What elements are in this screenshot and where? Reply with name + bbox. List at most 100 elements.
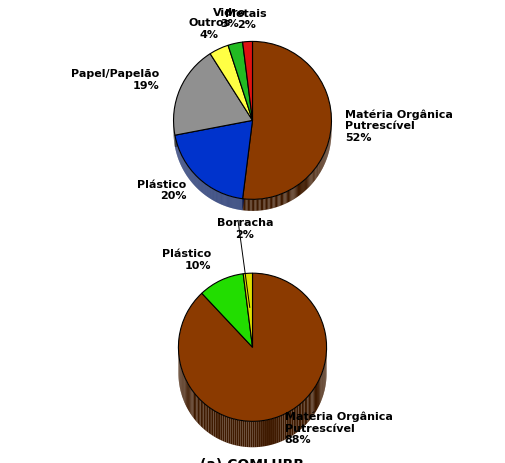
Text: Plástico
10%: Plástico 10% [162,249,212,271]
Polygon shape [310,392,312,420]
Wedge shape [174,54,252,135]
Polygon shape [183,373,184,400]
Polygon shape [319,162,320,174]
Polygon shape [279,416,281,443]
Polygon shape [292,188,293,200]
Polygon shape [268,197,270,209]
Polygon shape [270,197,271,209]
Polygon shape [322,370,323,398]
Polygon shape [306,397,308,425]
Polygon shape [316,166,317,178]
Polygon shape [187,382,188,410]
Polygon shape [299,183,300,196]
Polygon shape [254,199,256,211]
Polygon shape [202,401,204,429]
Polygon shape [198,397,199,425]
Polygon shape [263,199,265,210]
Polygon shape [319,378,320,406]
Polygon shape [215,411,217,438]
Polygon shape [298,184,299,196]
Polygon shape [293,408,295,435]
Polygon shape [263,420,265,446]
Polygon shape [308,395,309,423]
Polygon shape [262,199,263,210]
Polygon shape [276,195,277,207]
Polygon shape [230,418,232,444]
Polygon shape [302,181,303,194]
Polygon shape [317,382,318,410]
Polygon shape [226,417,228,443]
Polygon shape [269,419,271,445]
Polygon shape [244,199,245,211]
Polygon shape [260,199,261,211]
Polygon shape [195,394,196,421]
Polygon shape [280,194,281,206]
Polygon shape [180,365,181,393]
Polygon shape [288,190,289,202]
Polygon shape [196,395,198,423]
Polygon shape [323,155,324,167]
Text: Metais
2%: Metais 2% [225,9,267,30]
Wedge shape [175,120,252,199]
Polygon shape [242,120,252,210]
Polygon shape [261,199,262,211]
Polygon shape [313,170,314,182]
Polygon shape [257,199,258,211]
Polygon shape [293,187,295,200]
Polygon shape [324,364,325,393]
Polygon shape [246,421,248,447]
Polygon shape [209,407,210,434]
Wedge shape [243,273,252,347]
Polygon shape [303,400,305,427]
Polygon shape [204,403,205,430]
Text: Matéria Orgânica
Putrescível
52%: Matéria Orgânica Putrescível 52% [345,109,453,143]
Polygon shape [256,199,257,211]
Polygon shape [291,188,292,200]
Title: (a) COMLURB: (a) COMLURB [200,458,305,463]
Polygon shape [309,394,310,421]
Polygon shape [242,120,252,210]
Polygon shape [300,182,301,195]
Polygon shape [290,410,292,437]
Polygon shape [307,177,308,189]
Polygon shape [323,369,324,396]
Polygon shape [324,152,325,165]
Polygon shape [275,196,276,208]
Polygon shape [184,376,185,404]
Text: Papel/Papelão
19%: Papel/Papelão 19% [72,69,160,91]
Polygon shape [194,393,195,420]
Wedge shape [242,41,252,120]
Polygon shape [298,404,300,432]
Polygon shape [283,193,284,205]
Text: Vidro
3%: Vidro 3% [213,8,246,30]
Polygon shape [248,199,249,211]
Polygon shape [309,175,310,188]
Polygon shape [199,399,200,426]
Polygon shape [287,191,288,203]
Polygon shape [189,386,190,413]
Polygon shape [244,421,246,447]
Polygon shape [320,160,321,173]
Text: Outros
4%: Outros 4% [188,18,231,40]
Polygon shape [258,199,260,211]
Polygon shape [320,376,321,404]
Polygon shape [190,388,191,415]
Polygon shape [175,120,252,147]
Polygon shape [252,421,255,447]
Polygon shape [249,199,250,211]
Polygon shape [281,415,283,442]
Polygon shape [242,421,244,447]
Polygon shape [297,406,298,432]
Polygon shape [296,186,297,198]
Polygon shape [281,194,282,206]
Polygon shape [212,409,214,436]
Polygon shape [284,413,286,440]
Polygon shape [295,187,296,199]
Polygon shape [188,384,189,412]
Polygon shape [301,182,302,194]
Polygon shape [278,194,280,206]
Polygon shape [289,190,290,202]
Text: Matéria Orgânica
Putrescível
88%: Matéria Orgânica Putrescível 88% [285,412,392,445]
Polygon shape [303,180,304,193]
Polygon shape [238,420,240,446]
